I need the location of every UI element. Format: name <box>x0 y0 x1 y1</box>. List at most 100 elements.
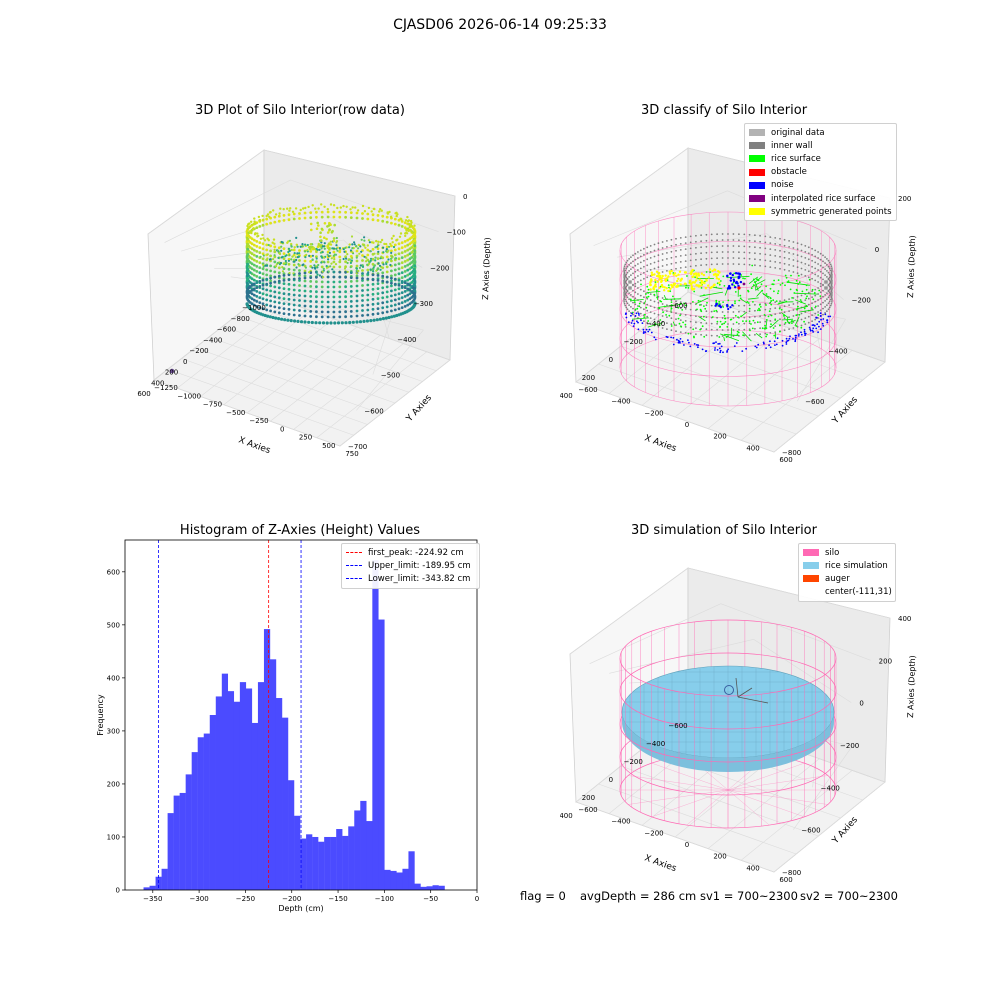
classify-legend-label: rice surface <box>771 153 821 164</box>
raw-x-tick: −400 <box>203 336 222 344</box>
histogram-bar <box>342 835 349 890</box>
status-sv2: sv2 = 700~2300 <box>800 889 898 903</box>
histogram-legend-line <box>346 565 362 567</box>
simulation-x-tick: −200 <box>624 758 643 766</box>
histogram-bar <box>438 885 445 890</box>
simulation-legend-swatch <box>803 549 819 557</box>
simulation-y-tick: 400 <box>746 864 759 872</box>
simulation-auger <box>724 677 769 704</box>
histogram-bar <box>408 851 415 890</box>
histogram-x-tick-label: −200 <box>282 895 301 903</box>
histogram-x-tick-label: −50 <box>423 895 438 903</box>
classify-z-tick: −400 <box>828 347 847 355</box>
histogram-bar <box>312 836 319 890</box>
histogram-bar <box>420 886 427 890</box>
histogram-bar <box>185 774 192 890</box>
histogram-bar <box>263 629 271 890</box>
histogram-y-tick-label: 600 <box>107 568 120 576</box>
simulation-legend: silo rice simulation auger center(-111,31) <box>798 543 896 602</box>
raw-x-tick: 600 <box>137 390 150 398</box>
raw-x-tick: 400 <box>151 379 164 387</box>
simulation-y-tick: 200 <box>713 853 726 861</box>
simulation-y-tick: −200 <box>644 829 663 837</box>
classify-z-tick: 200 <box>898 195 911 203</box>
raw-z-tick: −400 <box>397 336 416 344</box>
raw-y-tick: −750 <box>203 401 222 409</box>
histogram-legend-item: Lower_limit: -343.82 cm <box>346 572 475 585</box>
classify-y-tick: −200 <box>644 409 663 417</box>
histogram-bar <box>155 876 162 890</box>
histogram-bar <box>275 698 283 890</box>
histogram-y-tick-label: 0 <box>116 887 120 895</box>
simulation-x-tick: −600 <box>668 722 687 730</box>
histogram-bar <box>173 795 180 890</box>
histogram-title: Histogram of Z-Axies (Height) Values <box>179 523 421 538</box>
simulation-x-tick: 400 <box>560 812 573 820</box>
status-flag: flag = 0 <box>520 889 566 903</box>
classify-legend-swatch <box>749 195 765 203</box>
classify-z-tick: −200 <box>852 297 871 305</box>
histogram-bar <box>306 834 313 890</box>
histogram-bar <box>390 870 397 890</box>
classify-x-tick-labels: −600 −400 −200 0 200 400 <box>560 302 688 400</box>
histogram-bar <box>197 737 204 890</box>
raw-z-axis-label: Z Axies (Depth) <box>481 237 492 300</box>
histogram-bar <box>402 868 409 890</box>
raw-x-tick: −1000 <box>242 304 266 312</box>
raw-y-tick: −1000 <box>177 392 201 400</box>
simulation-z-tick: 200 <box>879 657 892 665</box>
histogram-legend-line <box>346 552 362 554</box>
histogram-y-tick-label: 100 <box>107 833 120 841</box>
histogram-legend: first_peak: -224.92 cm Upper_limit: -189.… <box>341 543 480 589</box>
simulation-z-tick: −600 <box>801 827 820 835</box>
histogram-y-tick-label: 300 <box>107 727 120 735</box>
simulation-y-tick: 0 <box>685 841 689 849</box>
simulation-legend-item: center(-111,31) <box>803 586 892 599</box>
histogram-x-ticks: −350 −300 −250 −200 −150 −100 −50 0 <box>143 890 479 903</box>
histogram-bar <box>209 715 216 890</box>
histogram-bar <box>294 815 301 890</box>
simulation-legend-item: rice simulation <box>803 559 891 572</box>
simulation-legend-label: rice simulation <box>825 560 888 571</box>
classify-x-tick: −600 <box>668 302 687 310</box>
histogram-bar <box>269 659 277 890</box>
raw-x-tick: −800 <box>231 315 250 323</box>
simulation-plot-title: 3D simulation of Silo Interior <box>631 523 817 538</box>
classify-x-axis-label: X Axies <box>643 433 678 454</box>
status-avg-depth: avgDepth = 286 cm <box>580 889 697 903</box>
histogram-bar <box>318 841 325 890</box>
histogram-legend-item: first_peak: -224.92 cm <box>346 546 475 559</box>
histogram-bar <box>426 886 433 890</box>
histogram-bar <box>161 868 168 890</box>
histogram-x-axis-label: Depth (cm) <box>278 904 323 913</box>
raw-x-tick: 200 <box>165 369 178 377</box>
classify-plot-title: 3D classify of Silo Interior <box>640 103 808 118</box>
histogram-chart: −350 −300 −250 −200 −150 −100 −50 0 0 100 200 300 4… <box>96 539 479 913</box>
simulation-3d-plot: −600 −400 −200 0 200 400 −600 −400 −200 0 200 400 6… <box>560 567 917 884</box>
simulation-legend-label: auger <box>825 573 850 584</box>
simulation-z-tick: −800 <box>782 869 801 877</box>
raw-x-axis-label: X Axies <box>237 435 272 456</box>
histogram-bars <box>143 560 445 890</box>
raw-z-tick: −300 <box>414 300 433 308</box>
classify-y-tick: 0 <box>685 421 689 429</box>
raw-z-tick: −200 <box>430 264 449 272</box>
raw-y-tick: −1250 <box>154 384 178 392</box>
classify-x-tick: 200 <box>582 374 595 382</box>
classify-legend-label: original data <box>771 127 825 138</box>
classify-legend-item: original data <box>749 126 892 139</box>
raw-plot-title: 3D Plot of Silo Interior(row data) <box>195 103 405 118</box>
classify-legend-label: noise <box>771 180 794 191</box>
simulation-y-tick: −400 <box>611 818 630 826</box>
histogram-bar <box>378 619 385 890</box>
histogram-bar <box>330 836 337 890</box>
histogram-x-tick-label: −250 <box>236 895 255 903</box>
histogram-legend-label: Upper_limit: -189.95 cm <box>368 560 471 571</box>
status-sv1: sv1 = 700~2300 <box>700 889 798 903</box>
raw-x-tick: −200 <box>189 347 208 355</box>
classify-y-tick: −400 <box>611 398 630 406</box>
raw-y-tick-labels: −1250−1000−750 −500 −250 0 250 500 750 <box>154 384 359 458</box>
simulation-z-tick: 400 <box>898 615 911 623</box>
classify-legend-item: obstacle <box>749 166 892 179</box>
